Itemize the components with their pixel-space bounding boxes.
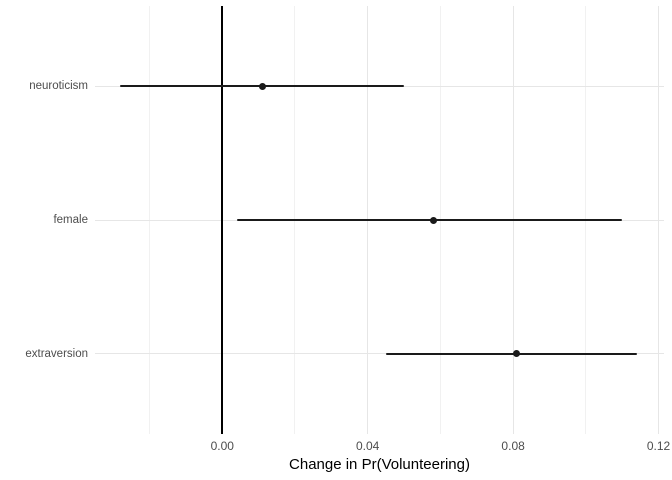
category-label: female (53, 214, 88, 226)
x-tick-label: 0.12 (646, 439, 671, 453)
zero-reference-line (221, 6, 224, 434)
estimate-point (513, 350, 521, 358)
category-label: extraversion (25, 347, 88, 360)
category-label: neuroticism (29, 80, 88, 93)
estimate-point (429, 216, 437, 224)
x-tick-label: 0.04 (355, 439, 380, 453)
confidence-interval-line (385, 352, 637, 355)
estimate-point (258, 82, 266, 90)
x-axis-title: Change in Pr(Volunteering) (289, 456, 470, 473)
category-gridline (95, 353, 664, 355)
x-tick-label: 0.00 (210, 439, 234, 453)
x-tick-label: 0.08 (501, 439, 525, 453)
confidence-interval-line (236, 219, 623, 221)
